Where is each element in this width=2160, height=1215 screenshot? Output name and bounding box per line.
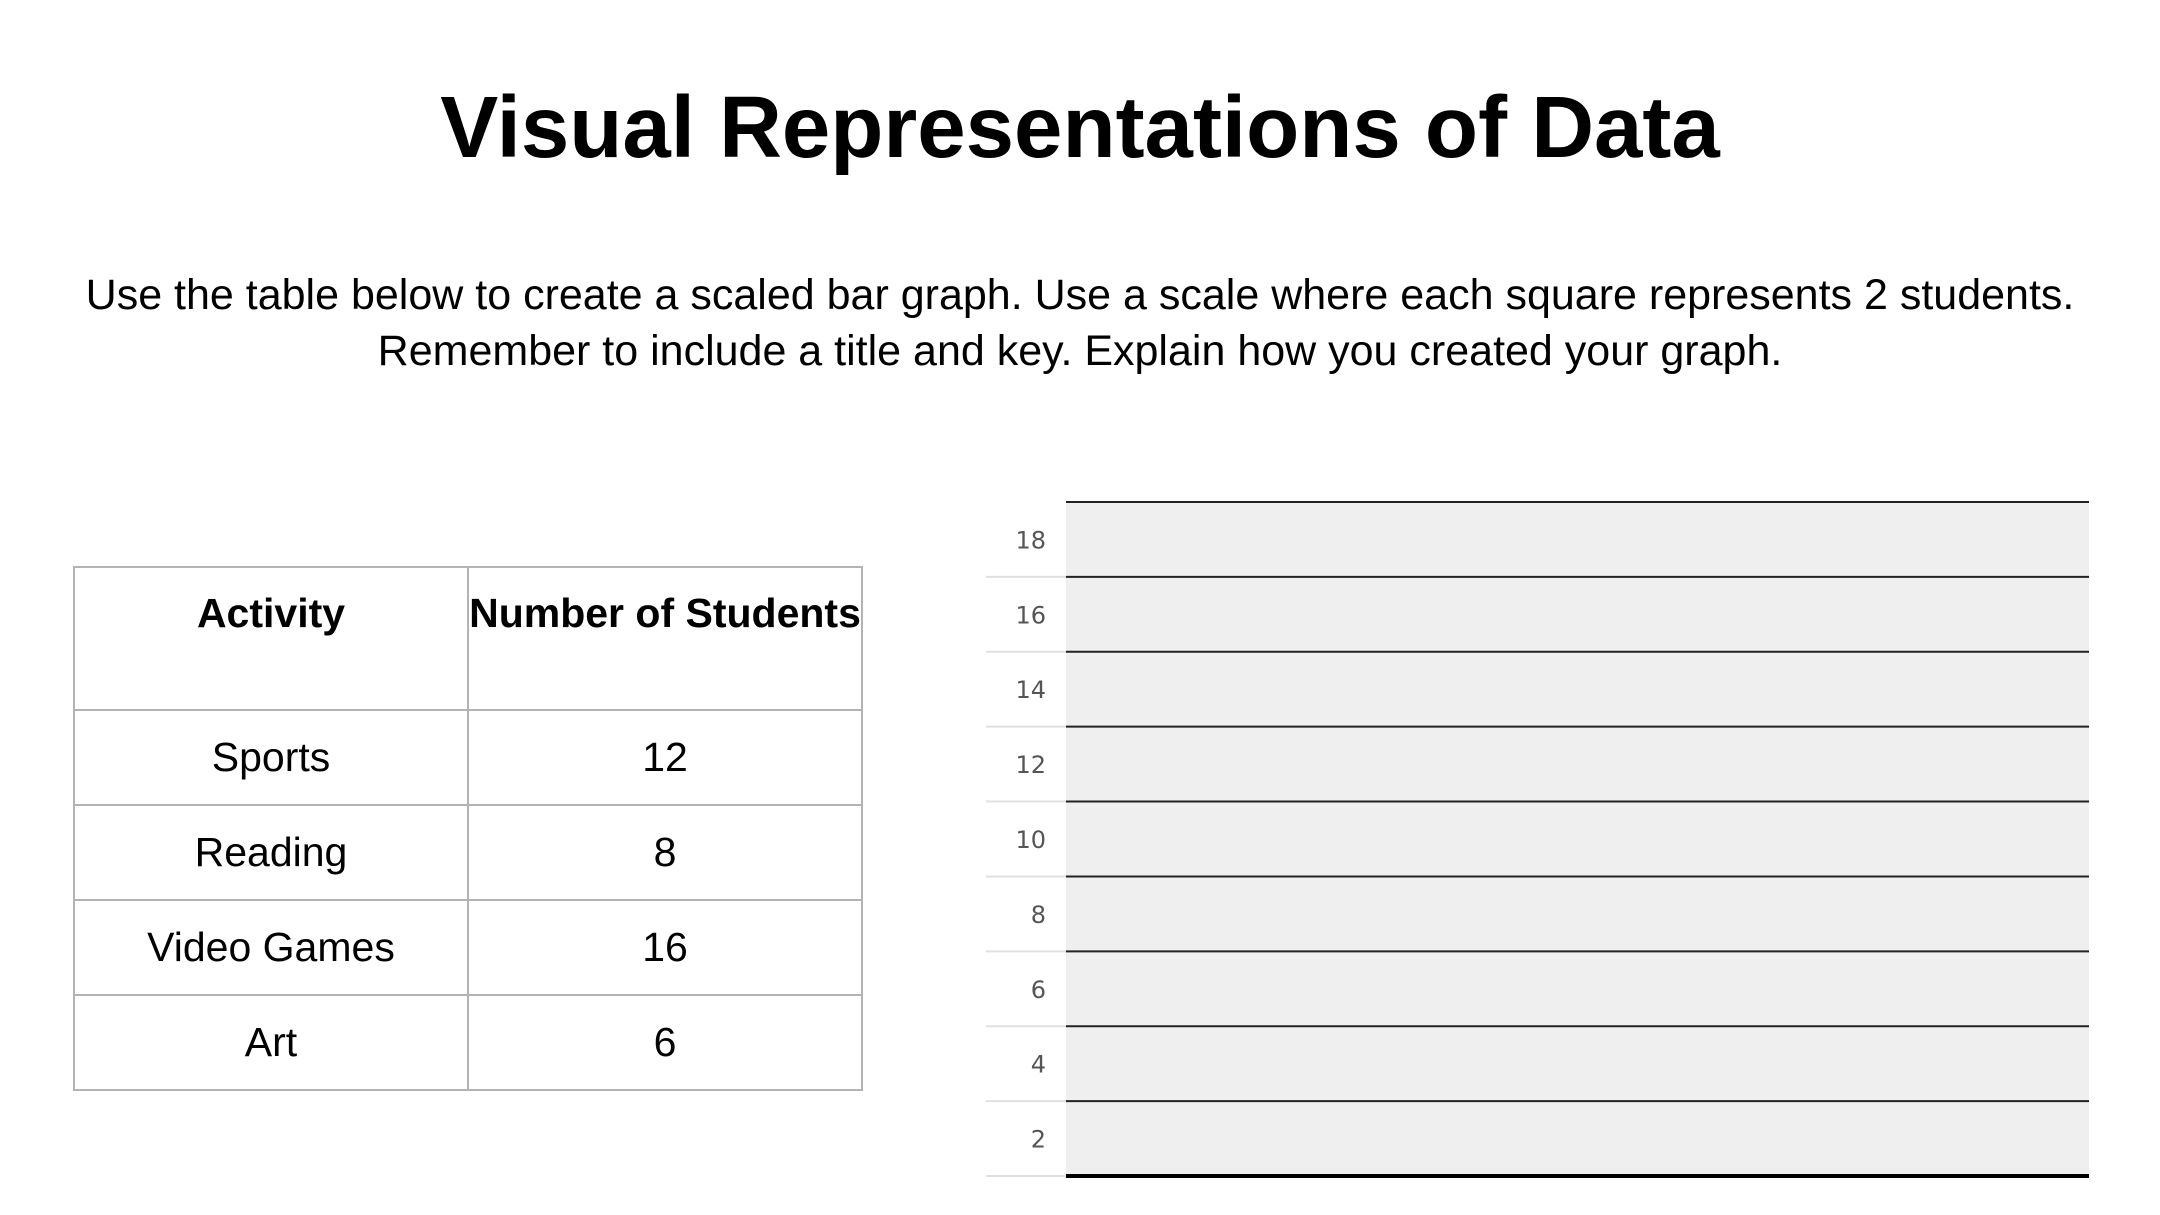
y-tick-label: 2 bbox=[1031, 1126, 1046, 1154]
data-table: Activity Number of Students Sports 12 Re… bbox=[73, 566, 863, 1091]
y-tick-label: 10 bbox=[1015, 826, 1046, 854]
y-tick-label: 8 bbox=[1031, 901, 1046, 929]
column-header-number-of-students: Number of Students bbox=[467, 566, 863, 711]
table-header-row: Activity Number of Students bbox=[73, 566, 863, 711]
count-cell: 12 bbox=[467, 709, 863, 806]
table-row: Reading 8 bbox=[73, 804, 863, 901]
activity-cell: Sports bbox=[73, 709, 469, 806]
instructions-text: Use the table below to create a scaled b… bbox=[85, 271, 2075, 375]
activity-cell: Video Games bbox=[73, 899, 469, 996]
table-row: Art 6 bbox=[73, 994, 863, 1091]
y-tick-label: 4 bbox=[1031, 1051, 1046, 1079]
y-tick-label: 18 bbox=[1015, 526, 1046, 554]
activity-cell: Reading bbox=[73, 804, 469, 901]
column-header-activity: Activity bbox=[73, 566, 469, 711]
y-tick-label: 16 bbox=[1015, 601, 1046, 629]
y-tick-label: 12 bbox=[1015, 751, 1046, 779]
count-cell: 8 bbox=[467, 804, 863, 901]
activity-cell: Art bbox=[73, 994, 469, 1091]
page-title: Visual Representations of Data bbox=[440, 79, 1720, 176]
count-cell: 16 bbox=[467, 899, 863, 996]
y-tick-label: 14 bbox=[1015, 676, 1046, 704]
count-cell: 6 bbox=[467, 994, 863, 1091]
table-row: Sports 12 bbox=[73, 709, 863, 806]
table-row: Video Games 16 bbox=[73, 899, 863, 996]
plot-area bbox=[1066, 502, 2089, 1176]
y-tick-label: 6 bbox=[1031, 976, 1046, 1004]
